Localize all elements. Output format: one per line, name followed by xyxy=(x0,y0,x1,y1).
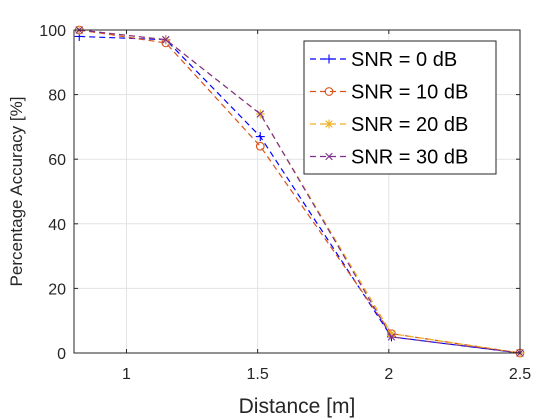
legend-marker-3 xyxy=(325,152,333,161)
legend-marker-2 xyxy=(324,119,334,129)
legend-item-2: SNR = 20 dB xyxy=(310,114,468,136)
axes xyxy=(73,29,521,354)
legend-label-3: SNR = 30 dB xyxy=(351,147,468,169)
legend-label-1: SNR = 10 dB xyxy=(351,82,468,104)
data-point-3-2 xyxy=(256,110,265,118)
x-tick-label-3: 2.5 xyxy=(509,366,531,383)
y-tick-label-4: 80 xyxy=(48,88,66,105)
legend-item-3: SNR = 30 dB xyxy=(310,147,468,169)
legend-label-2: SNR = 20 dB xyxy=(351,114,468,136)
tick-labels: 1 1.5 2 2.5 0 20 40 60 80 100 xyxy=(39,23,531,383)
legend-item-0: SNR = 0 dB xyxy=(310,49,457,71)
y-tick-label-0: 0 xyxy=(57,346,66,363)
legend-label-0: SNR = 0 dB xyxy=(351,49,457,71)
data-point-0-2 xyxy=(255,132,265,142)
data-point-3-1 xyxy=(162,35,170,44)
series-group xyxy=(74,25,525,358)
y-tick-label-1: 20 xyxy=(48,281,66,298)
data-point-1-2 xyxy=(255,141,265,151)
x-tick-label-2: 2 xyxy=(384,366,393,383)
series-3 xyxy=(75,26,524,357)
data-point-3-3 xyxy=(387,333,396,341)
legend-item-1: SNR = 10 dB xyxy=(310,82,468,104)
axes-box xyxy=(73,29,521,354)
x-tick-label-1: 1.5 xyxy=(247,366,269,383)
x-axis-label: Distance [m] xyxy=(239,395,356,418)
legend-marker-0 xyxy=(324,54,334,64)
x-tick-label-0: 1 xyxy=(122,366,131,383)
legend: SNR = 0 dB SNR = 10 dB SNR = 20 dB SNR = 30… xyxy=(303,40,497,175)
y-tick-label-5: 100 xyxy=(39,23,66,40)
legend-marker-1 xyxy=(324,87,334,96)
legend-box xyxy=(303,40,497,175)
y-axis-label: Percentage Accuracy [%] xyxy=(7,97,26,287)
y-tick-label-2: 40 xyxy=(48,217,66,234)
y-tick-label-3: 60 xyxy=(48,152,66,169)
